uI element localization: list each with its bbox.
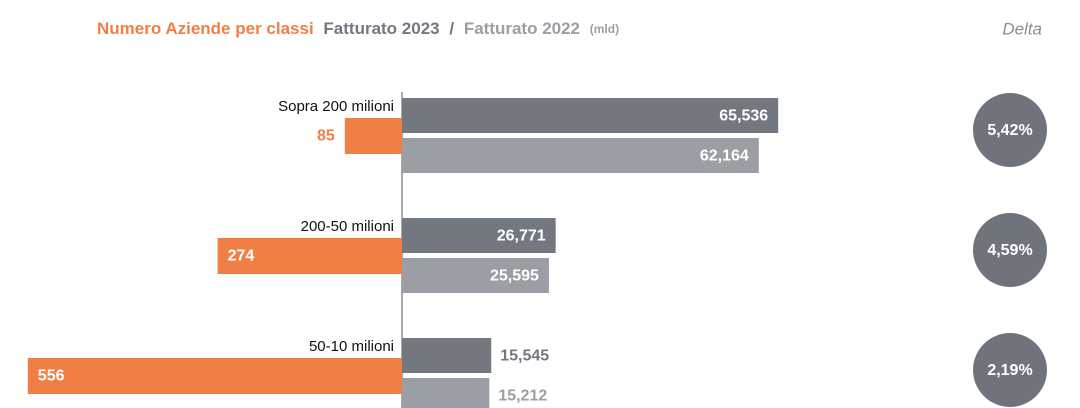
revenue-bar [402,218,556,253]
title-separator: / [449,19,454,38]
category-label: 200-50 milioni [301,218,394,235]
category-label: 50-10 milioni [309,338,394,355]
delta-label: 4,59% [987,242,1032,259]
revenue-label: 26,771 [497,228,546,245]
revenue-bar [402,338,492,373]
delta-circle [973,213,1047,287]
revenue-label: 15,545 [500,348,549,365]
delta-circle [973,93,1047,167]
delta-title: Delta [1002,19,1042,38]
revenue-label: 15,212 [498,388,547,405]
delta-circle [973,333,1047,407]
title-series-2022: Fatturato 2022 [464,19,580,38]
count-bar [344,118,402,154]
count-label: 556 [38,368,65,385]
revenue-bar [402,258,549,293]
revenue-label: 62,164 [700,148,749,165]
title-series-2023: Fatturato 2023 [323,19,439,38]
revenue-label: 25,595 [490,268,539,285]
count-label: 274 [228,248,255,265]
revenue-label: 65,536 [719,108,768,125]
count-bar [27,358,402,394]
category-label: Sopra 200 milioni [278,98,394,115]
count-label: 85 [317,128,335,145]
chart-title: Numero Aziende per classi Fatturato 2023… [97,19,619,38]
delta-label: 2,19% [987,362,1032,379]
title-unit: (mld) [590,22,619,36]
delta-label: 5,42% [987,122,1032,139]
title-count: Numero Aziende per classi [97,19,314,38]
count-bar [217,238,402,274]
revenue-bar [402,378,490,408]
revenue-bar [402,98,779,133]
revenue-bar [402,138,759,173]
